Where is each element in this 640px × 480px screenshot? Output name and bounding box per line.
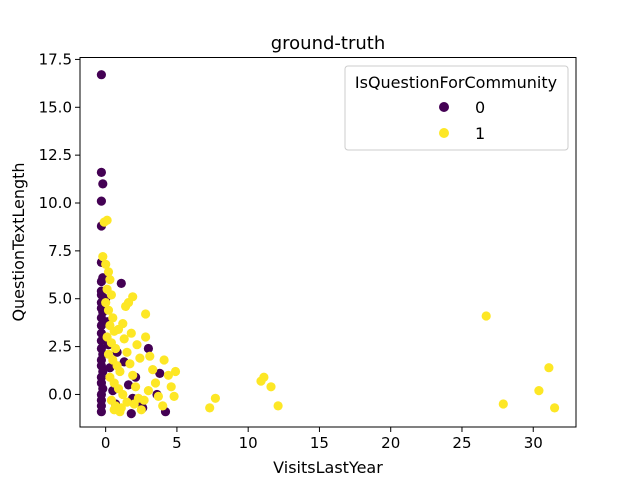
axes-frame: [79, 57, 577, 428]
scatter-point: [126, 328, 136, 338]
scatter-point: [141, 332, 151, 342]
y-tick-label: 17.5: [39, 50, 72, 68]
scatter-point: [205, 403, 215, 413]
scatter-point: [148, 365, 158, 375]
y-tick-label: 5.0: [48, 290, 72, 308]
scatter-point: [158, 401, 168, 411]
scatter-point: [550, 403, 560, 413]
y-tick-label: 2.5: [48, 338, 72, 356]
scatter-point: [98, 252, 108, 262]
scatter-point: [159, 355, 169, 365]
scatter-point: [129, 399, 139, 409]
scatter-point: [115, 366, 125, 377]
scatter-point: [119, 334, 129, 344]
scatter-point: [125, 359, 135, 369]
scatter-point: [534, 386, 544, 396]
scatter-point: [150, 378, 161, 388]
scatter-point: [109, 405, 119, 415]
scatter-point: [135, 353, 145, 363]
scatter-point: [116, 278, 126, 288]
scatter-point: [273, 401, 283, 411]
legend-box: [344, 65, 569, 151]
legend-marker-1: [439, 128, 449, 138]
scatter-point: [96, 167, 106, 177]
scatter-point: [106, 290, 116, 300]
legend-marker-0: [439, 102, 449, 112]
x-axis-label: VisitsLastYear: [273, 458, 383, 477]
scatter-point: [155, 368, 165, 378]
scatter-point: [136, 405, 146, 415]
x-tick-label: 25: [452, 434, 471, 452]
scatter-point: [259, 372, 269, 382]
scatter-point: [143, 343, 153, 354]
scatter-point: [96, 276, 106, 287]
y-tick-label: 7.5: [48, 242, 72, 260]
x-tick-label: 15: [310, 434, 329, 452]
legend-title: IsQuestionForCommunity: [355, 73, 557, 92]
scatter-point: [96, 196, 106, 206]
x-tick-label: 5: [172, 434, 182, 452]
x-tick-label: 20: [381, 434, 400, 452]
scatter-point: [105, 275, 115, 285]
scatter-point: [126, 409, 136, 419]
scatter-point: [105, 363, 115, 373]
y-axis: 0.0 2.5 5.0 7.5 10.0 12.5 15.0 17.5: [39, 50, 80, 403]
y-tick-label: 0.0: [48, 385, 72, 403]
scatter-point: [123, 380, 134, 390]
scatter-point: [103, 305, 114, 315]
scatter-point: [266, 382, 276, 392]
scatter-point: [170, 366, 181, 377]
x-tick-label: 10: [239, 434, 258, 452]
scatter-point: [139, 395, 149, 405]
scatter-point: [210, 393, 220, 403]
y-tick-label: 12.5: [39, 146, 72, 164]
scatter-point: [544, 363, 554, 373]
y-tick-label: 10.0: [39, 194, 72, 212]
scatter-point: [108, 313, 118, 323]
scatter-point: [122, 397, 132, 407]
scatter-point: [166, 382, 176, 392]
x-axis: 0 5 10 15 20 25 30: [101, 427, 543, 452]
scatter-point: [143, 386, 153, 396]
scatter-point: [96, 70, 106, 80]
scatter-point: [169, 391, 179, 401]
scatter-point: [145, 351, 155, 361]
scatter-point: [103, 267, 114, 277]
x-tick-label: 30: [524, 434, 543, 452]
scatter-point: [141, 309, 151, 319]
scatter-point: [99, 217, 109, 227]
scatter-point: [481, 311, 491, 321]
scatter-point: [128, 292, 138, 302]
legend-label-0: 0: [475, 98, 485, 117]
scatter-point: [118, 389, 128, 400]
y-tick-label: 15.0: [39, 98, 72, 116]
scatter-point: [118, 319, 128, 329]
legend-label-1: 1: [475, 124, 485, 143]
scatter-point: [98, 179, 108, 189]
scatter-point: [101, 259, 111, 269]
scatter-point: [131, 382, 141, 392]
scatter-point: [122, 347, 132, 357]
scatter-point: [498, 399, 508, 409]
scatter-point: [111, 343, 121, 354]
scatter-point: [116, 403, 126, 413]
scatter-point: [101, 298, 111, 308]
scatter-point: [153, 391, 163, 401]
points-layer: [96, 70, 560, 419]
chart-title: ground-truth: [271, 33, 386, 54]
y-axis-label: QuestionTextLength: [9, 162, 28, 321]
scatter-point: [163, 370, 173, 380]
x-tick-label: 0: [101, 434, 111, 452]
legend: IsQuestionForCommunity 0 1: [344, 65, 569, 151]
scatter-point: [96, 407, 106, 417]
scatter-point: [128, 370, 138, 380]
scatter-point: [132, 340, 142, 350]
